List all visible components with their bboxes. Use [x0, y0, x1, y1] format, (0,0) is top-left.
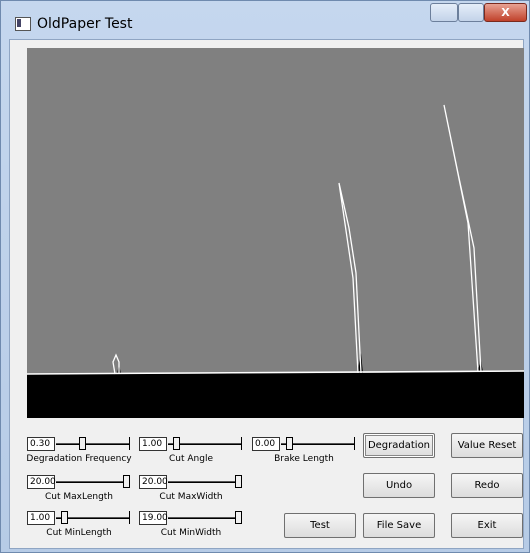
slider-track [56, 443, 130, 445]
slider-end [354, 437, 355, 450]
title-bar: OldPaper Test X [1, 1, 529, 39]
window-title: OldPaper Test [37, 16, 132, 32]
slider-label: Cut MaxLength [17, 492, 141, 502]
slider-track [168, 517, 242, 519]
minimize-button[interactable] [430, 3, 458, 22]
slider-end [241, 437, 242, 450]
slider-label: Brake Length [242, 454, 366, 464]
maximize-button[interactable] [458, 3, 484, 22]
app-icon [15, 17, 31, 31]
slider-label: Cut Angle [129, 454, 253, 464]
window: OldPaper Test X 0.30Degradation Frequenc… [0, 0, 530, 553]
slider-thumb[interactable] [123, 475, 130, 488]
slider-label: Cut MinWidth [129, 528, 253, 538]
slider-end [129, 511, 130, 524]
button[interactable]: Degradation [363, 433, 435, 458]
slider-value[interactable]: 19.00 [139, 511, 167, 525]
slider-thumb[interactable] [173, 437, 180, 450]
slider-label: Degradation Frequency [17, 454, 141, 464]
button[interactable]: Value Reset [451, 433, 523, 458]
slider-thumb[interactable] [235, 475, 242, 488]
button[interactable]: Undo [363, 473, 435, 498]
slider-label: Cut MaxWidth [129, 492, 253, 502]
paper-canvas [27, 48, 524, 418]
slider-track [56, 481, 130, 483]
button[interactable]: File Save [363, 513, 435, 538]
button[interactable]: Exit [451, 513, 523, 538]
button[interactable]: Redo [451, 473, 523, 498]
slider-value[interactable]: 0.00 [252, 437, 280, 451]
slider-value[interactable]: 20.00 [27, 475, 55, 489]
slider-thumb[interactable] [79, 437, 86, 450]
slider-track [168, 481, 242, 483]
button[interactable]: Test [284, 513, 356, 538]
slider-thumb[interactable] [286, 437, 293, 450]
slider-value[interactable]: 1.00 [27, 511, 55, 525]
slider-value[interactable]: 0.30 [27, 437, 55, 451]
slider-value[interactable]: 1.00 [139, 437, 167, 451]
close-button[interactable]: X [484, 3, 527, 22]
slider-label: Cut MinLength [17, 528, 141, 538]
slider-thumb[interactable] [235, 511, 242, 524]
slider-end [129, 437, 130, 450]
slider-thumb[interactable] [61, 511, 68, 524]
slider-value[interactable]: 20.00 [139, 475, 167, 489]
